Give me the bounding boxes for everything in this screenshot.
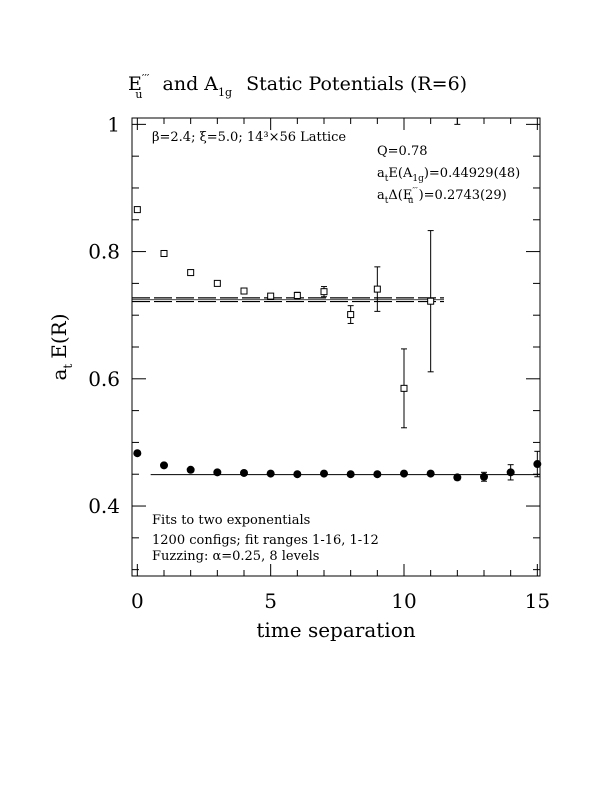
data-point-circle xyxy=(506,468,515,477)
x-axis-label: time separation xyxy=(256,618,415,642)
data-point-circle xyxy=(186,465,195,474)
lattice-annotation: β=2.4; ξ=5.0; 14³×56 Lattice xyxy=(152,130,346,145)
data-point-circle xyxy=(133,449,142,458)
y-axis-label-rest: E(R) xyxy=(47,313,71,358)
y-tick-label: 1 xyxy=(107,112,120,136)
data-point-square xyxy=(427,297,435,305)
x-tick-label: 5 xyxy=(264,589,277,613)
fit2-mid-sup: ′′′ xyxy=(412,186,418,195)
data-point-square xyxy=(267,292,275,300)
title-part2: and A xyxy=(163,73,219,95)
data-point-circle xyxy=(480,472,488,481)
data-point-square xyxy=(347,311,355,319)
data-point-circle xyxy=(400,469,408,478)
notes-line-3: Fuzzing: α=0.25, 8 levels xyxy=(152,549,319,564)
data-point-circle xyxy=(373,470,382,479)
data-point-circle xyxy=(293,470,302,479)
data-point-square xyxy=(400,384,408,392)
fit2-annotation: atΔ(E′′′ u )=0.2743(29) xyxy=(377,186,507,206)
data-point-circle xyxy=(320,469,328,478)
q-value-annotation: Q=0.78 xyxy=(377,144,428,159)
title-part1: E xyxy=(128,73,142,95)
data-point-circle xyxy=(453,473,462,482)
data-point-circle xyxy=(160,461,168,470)
data-point-square xyxy=(133,206,141,214)
fit1-prefix-sub: t xyxy=(385,174,389,184)
title-part2-sub: 1g xyxy=(218,86,232,99)
data-point-square xyxy=(373,285,381,293)
fit1-prefix: a xyxy=(377,166,385,181)
data-points xyxy=(133,118,542,482)
axis-tick-labels: 0 5 10 15 0.4 0.6 0.8 1 xyxy=(88,112,550,613)
y-tick-label: 0.4 xyxy=(88,494,120,518)
title-part1-sub: u xyxy=(135,88,142,101)
data-point-square xyxy=(320,288,328,296)
y-axis-label-sub: t xyxy=(61,364,75,369)
data-point-circle xyxy=(240,468,248,477)
fit2-end: )=0.2743(29) xyxy=(419,188,507,203)
chart-title: E′′′ u and A1g Static Potentials (R=6) xyxy=(128,72,467,103)
data-point-circle xyxy=(213,468,222,477)
data-point-square xyxy=(213,279,221,287)
fit1-annotation: atE(A1g)=0.44929(48) xyxy=(377,166,520,184)
notes-line-1: Fits to two exponentials xyxy=(152,513,310,528)
data-point-circle xyxy=(533,460,542,469)
notes-line-2: 1200 configs; fit ranges 1-16, 1-12 xyxy=(152,533,379,548)
plot-frame xyxy=(131,117,541,577)
data-point-circle xyxy=(426,469,435,478)
data-point-square xyxy=(187,269,195,277)
axis-ticks xyxy=(132,118,540,576)
data-point-square xyxy=(240,287,248,295)
y-tick-label: 0.8 xyxy=(88,240,120,264)
fit2-mid: Δ(E xyxy=(388,188,412,203)
x-tick-label: 0 xyxy=(131,589,144,613)
fit2-mid-sub: u xyxy=(408,196,414,206)
fit1-end: )=0.44929(48) xyxy=(424,166,520,181)
x-tick-label: 15 xyxy=(525,589,550,613)
fit1-mid: E(A xyxy=(388,166,413,181)
data-point-circle xyxy=(346,470,355,479)
data-point-circle xyxy=(266,469,275,478)
data-point-square xyxy=(160,249,168,257)
x-tick-label: 10 xyxy=(391,589,416,613)
title-part1-sup: ′′′ xyxy=(142,72,150,85)
fit-lines xyxy=(132,297,540,476)
y-axis-label-main: a xyxy=(47,369,71,381)
y-axis-label: at E(R) xyxy=(47,313,75,380)
data-point-square xyxy=(293,291,301,299)
y-tick-label: 0.6 xyxy=(88,367,120,391)
fit2-prefix: a xyxy=(377,188,385,203)
fit2-prefix-sub: t xyxy=(385,196,389,206)
title-part3: Static Potentials (R=6) xyxy=(246,73,467,95)
fit1-mid-sub: 1g xyxy=(412,174,424,184)
